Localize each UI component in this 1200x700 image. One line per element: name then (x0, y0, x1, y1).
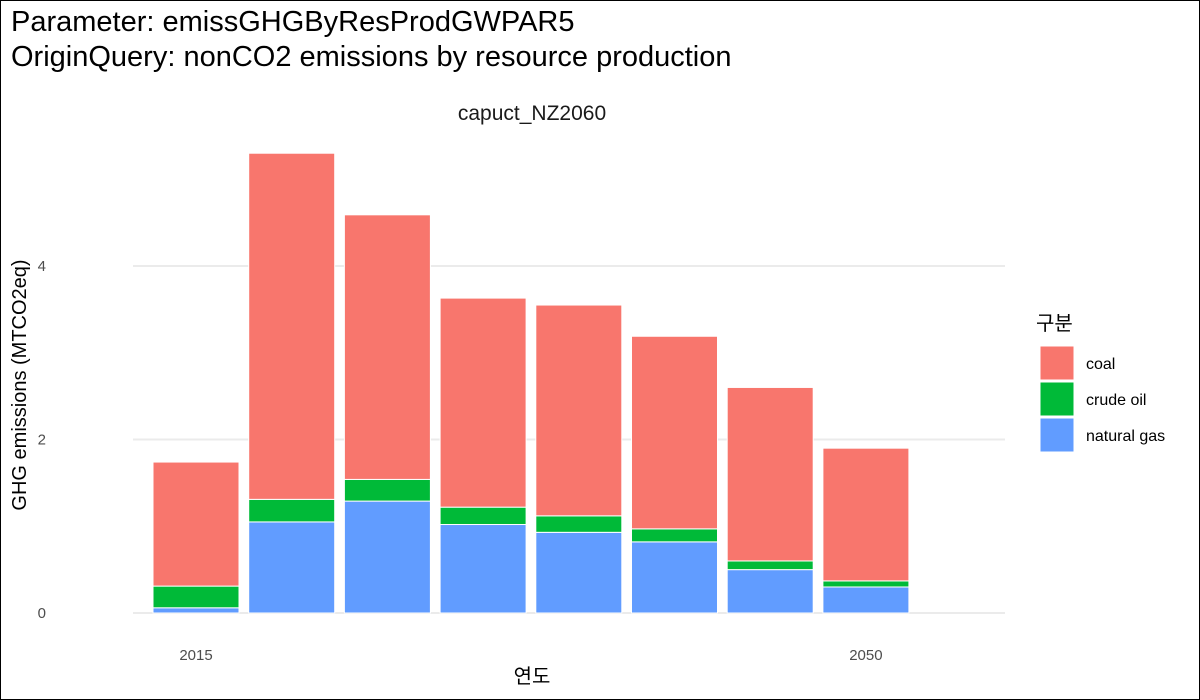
bar-segment-natural-gas (535, 531, 623, 614)
legend-label: coal (1086, 356, 1115, 373)
bar-segment-coal (631, 335, 718, 530)
x-tick-label: 2015 (179, 647, 212, 664)
y-axis-label: GHG emissions (MTCO2eq) (9, 259, 31, 510)
bar-segment-coal (343, 214, 431, 480)
chart-title: Parameter: emissGHGByResProdGWPAR5 Origi… (11, 5, 732, 75)
bar-segment-crude-oil (535, 515, 623, 533)
legend-title: 구분 (1036, 311, 1073, 335)
bar-segment-crude-oil (248, 498, 336, 523)
legend: 구분 coal crude oil natural gas (1036, 311, 1165, 453)
x-tick-labels: 2015 2050 (179, 647, 882, 664)
bar-segment-coal (152, 461, 240, 587)
bar-segment-crude-oil (343, 478, 431, 502)
x-axis-label: 연도 (514, 665, 551, 688)
bar-segment-coal (439, 297, 527, 508)
title-line-1: Parameter: emissGHGByResProdGWPAR5 (11, 6, 575, 38)
bar-segment-coal (726, 386, 814, 562)
y-tick-labels: 0 2 4 (38, 258, 46, 622)
bar-segment-natural-gas (631, 541, 718, 614)
legend-key-crude-oil (1039, 381, 1075, 417)
bar-segment-coal (535, 304, 623, 517)
y-tick-label: 0 (38, 605, 46, 622)
bar-segment-natural-gas (822, 586, 910, 614)
bar-segment-natural-gas (726, 569, 814, 614)
bar-segment-crude-oil (726, 560, 814, 571)
bar-segment-crude-oil (439, 506, 527, 526)
bar-segment-natural-gas (439, 524, 527, 614)
legend-key-natural-gas (1039, 417, 1075, 453)
bar-segment-crude-oil (631, 528, 718, 543)
y-tick-label: 2 (38, 432, 46, 449)
facet-label: capuct_NZ2060 (458, 102, 606, 125)
title-line-2: OriginQuery: nonCO2 emissions by resourc… (11, 41, 732, 73)
legend-key-coal (1039, 345, 1075, 381)
bar-segment-crude-oil (822, 580, 910, 588)
x-tick-label: 2050 (849, 647, 882, 664)
legend-label: crude oil (1086, 392, 1146, 409)
bar-segment-crude-oil (152, 585, 240, 609)
bars (152, 152, 910, 614)
bar-segment-natural-gas (343, 500, 431, 614)
bar-segment-coal (248, 152, 336, 500)
bar-segment-coal (822, 447, 910, 582)
legend-label: natural gas (1086, 428, 1165, 445)
bar-segment-natural-gas (152, 607, 240, 614)
y-tick-label: 4 (38, 258, 46, 275)
bar-segment-natural-gas (248, 521, 336, 614)
